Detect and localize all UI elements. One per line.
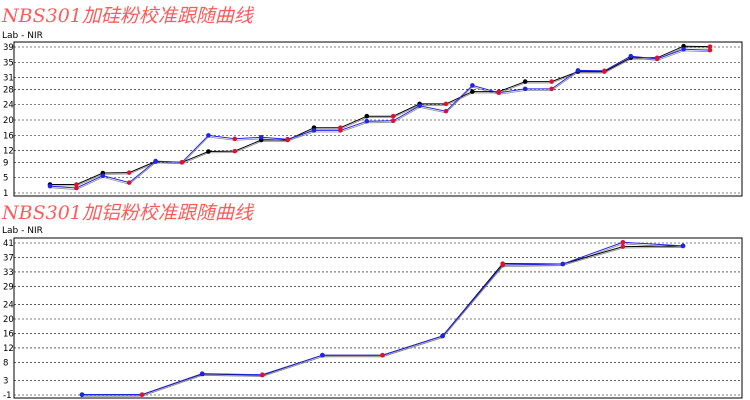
y-tick-label-0: -1 bbox=[3, 391, 11, 400]
y-tick-label-8: 33 bbox=[3, 268, 14, 278]
data-point-blue-2 bbox=[139, 392, 145, 397]
data-point-black-19 bbox=[522, 79, 528, 84]
data-point-blue-6 bbox=[179, 159, 185, 165]
data-point-blue-11 bbox=[680, 243, 686, 249]
y-tick-label-3: 12 bbox=[3, 344, 14, 354]
y-tick-label-7: 28 bbox=[3, 85, 14, 95]
chart-title-silicon: NBS301加硅粉校准跟随曲线 bbox=[2, 5, 253, 27]
series-line-gray2-silicon bbox=[49, 50, 711, 191]
data-point-blue-8 bbox=[232, 136, 238, 142]
data-point-blue-9 bbox=[560, 261, 566, 267]
chart-panel-silicon: NBS301加硅粉校准跟随曲线 Lab - NIR 1 5 9 12 16 20 24 28 3… bbox=[2, 5, 743, 199]
data-point-blue-5 bbox=[153, 158, 158, 164]
data-point-blue-8 bbox=[500, 262, 506, 268]
data-point-blue-1 bbox=[79, 392, 85, 397]
data-point-blue-12 bbox=[338, 128, 343, 133]
data-point-black-10 bbox=[620, 244, 626, 249]
data-point-black-13 bbox=[364, 113, 370, 119]
y-tick-label-10: 39 bbox=[3, 43, 14, 53]
data-point-blue-18 bbox=[496, 90, 502, 96]
data-point-black-26 bbox=[707, 44, 713, 49]
data-point-blue-3 bbox=[199, 371, 205, 376]
y-tick-label-2: 8 bbox=[3, 358, 8, 368]
data-point-blue-2 bbox=[74, 185, 79, 191]
y-tick-label-9: 37 bbox=[3, 253, 14, 263]
data-point-blue-4 bbox=[126, 180, 132, 185]
data-point-blue-16 bbox=[443, 108, 449, 114]
data-point-black-7 bbox=[206, 149, 211, 154]
data-point-blue-21 bbox=[575, 68, 581, 73]
data-point-blue-10 bbox=[285, 136, 290, 142]
y-tick-label-1: 5 bbox=[3, 174, 8, 184]
data-point-blue-7 bbox=[206, 133, 211, 138]
plot-frame bbox=[13, 237, 743, 399]
data-point-blue-15 bbox=[417, 103, 422, 109]
data-point-blue-25 bbox=[681, 47, 686, 52]
data-point-blue-6 bbox=[380, 352, 385, 358]
y-tick-label-6: 24 bbox=[3, 301, 14, 311]
data-point-blue-10 bbox=[620, 239, 626, 245]
chart-title-aluminum: NBS301加铝粉校准跟随曲线 bbox=[2, 202, 253, 224]
data-point-blue-17 bbox=[470, 83, 475, 88]
data-point-black-2 bbox=[74, 182, 79, 187]
y-tick-label-9: 35 bbox=[3, 58, 14, 68]
y-tick-label-7: 29 bbox=[3, 282, 14, 292]
data-point-blue-1 bbox=[47, 183, 53, 189]
y-tick-label-4: 16 bbox=[3, 329, 14, 339]
data-point-black-8 bbox=[232, 148, 238, 154]
data-point-blue-23 bbox=[628, 53, 634, 59]
data-point-blue-19 bbox=[522, 86, 528, 92]
y-tick-label-2: 9 bbox=[3, 158, 8, 168]
series-line-blue-silicon bbox=[49, 48, 711, 189]
y-tick-label-6: 24 bbox=[3, 101, 14, 111]
y-tick-label-3: 12 bbox=[3, 147, 14, 157]
chart-subtitle-silicon: Lab - NIR bbox=[2, 31, 43, 41]
data-point-blue-11 bbox=[311, 128, 317, 133]
y-tick-label-0: 1 bbox=[3, 189, 8, 199]
data-point-blue-14 bbox=[390, 118, 396, 124]
data-point-blue-20 bbox=[549, 86, 554, 92]
data-point-black-14 bbox=[390, 113, 396, 119]
data-point-blue-3 bbox=[100, 173, 106, 179]
data-point-black-16 bbox=[443, 101, 449, 107]
data-point-black-20 bbox=[549, 79, 554, 84]
y-tick-label-1: 3 bbox=[3, 377, 8, 387]
y-tick-label-4: 16 bbox=[3, 131, 14, 141]
y-tick-label-10: 41 bbox=[3, 239, 14, 249]
data-point-blue-7 bbox=[440, 333, 445, 339]
chart-plot-aluminum: -1 3 8 12 16 20 24 29 33 37 41 bbox=[3, 237, 743, 400]
data-point-black-4 bbox=[126, 170, 132, 175]
chart-subtitle-aluminum: Lab - NIR bbox=[2, 226, 43, 236]
data-point-black-17 bbox=[470, 89, 475, 94]
y-tick-label-5: 20 bbox=[3, 315, 14, 325]
data-point-blue-24 bbox=[654, 56, 660, 62]
data-point-blue-5 bbox=[320, 352, 325, 358]
y-tick-label-5: 20 bbox=[3, 116, 14, 126]
data-point-blue-26 bbox=[707, 47, 713, 53]
data-point-blue-4 bbox=[260, 372, 265, 378]
y-tick-label-8: 31 bbox=[3, 74, 14, 84]
data-point-blue-9 bbox=[258, 134, 264, 140]
plot-frame bbox=[13, 41, 743, 197]
data-point-blue-13 bbox=[364, 118, 370, 124]
data-point-blue-22 bbox=[602, 68, 607, 74]
chart-panel-aluminum: NBS301加铝粉校准跟随曲线 Lab - NIR -1 3 8 12 16 20 24 29… bbox=[0, 200, 750, 400]
